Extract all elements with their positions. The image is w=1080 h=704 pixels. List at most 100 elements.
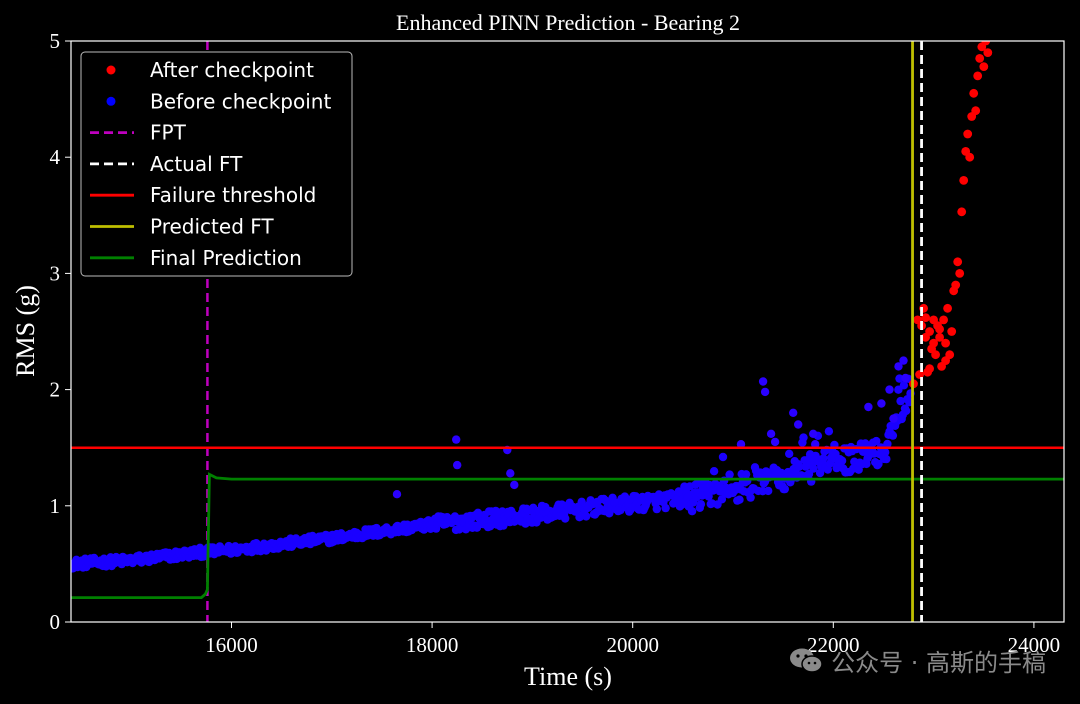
before-checkpoint-point xyxy=(901,406,911,416)
before-checkpoint-point xyxy=(789,408,798,417)
before-checkpoint-point xyxy=(815,468,825,478)
before-checkpoint-point xyxy=(687,507,697,516)
before-checkpoint-point xyxy=(766,429,776,438)
chart-title: Enhanced PINN Prediction - Bearing 2 xyxy=(396,10,740,35)
legend-label: Predicted FT xyxy=(150,215,274,239)
after-checkpoint-point xyxy=(981,41,991,46)
after-checkpoint-point xyxy=(947,327,957,336)
watermark: 公众号 · 高斯的手稿 xyxy=(789,643,1046,678)
after-checkpoint-point xyxy=(983,48,993,57)
legend-marker xyxy=(106,65,116,75)
before-checkpoint-point xyxy=(819,454,828,463)
after-checkpoint-point xyxy=(965,152,975,162)
before-checkpoint-point xyxy=(709,467,719,476)
legend-label: Before checkpoint xyxy=(150,89,331,113)
before-checkpoint-point xyxy=(837,456,847,465)
before-checkpoint-point xyxy=(801,462,810,471)
x-tick-label: 22000 xyxy=(807,633,860,657)
x-tick-label: 24000 xyxy=(1008,633,1061,657)
legend-label: FPT xyxy=(150,121,187,145)
before-checkpoint-point xyxy=(741,470,751,479)
y-axis-ticks: 0 1 2 3 4 5 xyxy=(50,29,71,634)
x-axis-label: Time (s) xyxy=(524,662,612,691)
watermark-text: 公众号 · 高斯的手稿 xyxy=(831,649,1046,677)
after-checkpoint-point xyxy=(943,303,952,313)
y-tick-label: 4 xyxy=(50,145,61,169)
after-checkpoint-point xyxy=(925,364,934,374)
after-checkpoint-point xyxy=(973,71,983,81)
before-checkpoint-point xyxy=(888,431,898,440)
after-checkpoint-point xyxy=(957,207,967,217)
after-checkpoint-point xyxy=(969,88,979,98)
before-checkpoint-point xyxy=(780,484,789,494)
before-checkpoint-point xyxy=(661,503,670,513)
before-checkpoint-series xyxy=(71,356,915,573)
before-checkpoint-point xyxy=(883,439,892,449)
before-checkpoint-point xyxy=(561,514,570,523)
legend-label: Failure threshold xyxy=(150,183,316,207)
wechat-icon xyxy=(790,648,823,673)
x-tick-label: 20000 xyxy=(606,633,659,657)
after-checkpoint-point xyxy=(915,370,924,379)
before-checkpoint-point xyxy=(874,459,883,469)
after-checkpoint-point xyxy=(955,269,965,278)
final-prediction-line xyxy=(71,472,1064,599)
before-checkpoint-point xyxy=(486,522,495,531)
after-checkpoint-point xyxy=(935,324,944,334)
before-checkpoint-point xyxy=(746,493,755,502)
after-checkpoint-point xyxy=(959,176,969,185)
before-checkpoint-point xyxy=(582,512,591,521)
before-checkpoint-point xyxy=(453,460,462,470)
y-tick-label: 1 xyxy=(50,494,61,518)
after-checkpoint-point xyxy=(951,280,961,290)
before-checkpoint-point xyxy=(882,454,891,464)
after-checkpoint-point xyxy=(963,129,973,139)
before-checkpoint-point xyxy=(794,462,804,471)
after-checkpoint-point xyxy=(935,332,944,342)
before-checkpoint-point xyxy=(452,435,461,444)
before-checkpoint-point xyxy=(777,468,786,478)
y-tick-label: 2 xyxy=(50,378,61,402)
after-checkpoint-point xyxy=(975,54,985,63)
before-checkpoint-point xyxy=(693,479,702,488)
after-checkpoint-point xyxy=(971,106,981,116)
before-checkpoint-point xyxy=(811,440,820,449)
x-tick-label: 18000 xyxy=(406,633,459,657)
before-checkpoint-point xyxy=(894,362,903,371)
before-checkpoint-point xyxy=(764,486,773,496)
before-checkpoint-point xyxy=(881,448,890,457)
before-checkpoint-point xyxy=(506,469,515,478)
before-checkpoint-point xyxy=(809,464,818,473)
before-checkpoint-point xyxy=(889,414,898,423)
before-checkpoint-point xyxy=(735,495,744,504)
before-checkpoint-point xyxy=(872,436,881,446)
before-checkpoint-point xyxy=(864,402,873,412)
y-tick-label: 5 xyxy=(50,29,61,53)
before-checkpoint-point xyxy=(799,433,808,442)
before-checkpoint-point xyxy=(899,356,908,365)
after-checkpoint-point xyxy=(931,350,940,360)
before-checkpoint-point xyxy=(758,377,768,386)
legend-label: Final Prediction xyxy=(150,246,302,270)
after-checkpoint-point xyxy=(979,62,989,71)
before-checkpoint-point xyxy=(770,437,780,447)
overlay-lines xyxy=(71,41,1064,622)
before-checkpoint-point xyxy=(809,429,818,438)
legend-box xyxy=(80,51,353,277)
after-checkpoint-point xyxy=(929,338,938,348)
before-checkpoint-point xyxy=(392,490,402,499)
x-tick-label: 16000 xyxy=(205,633,258,657)
before-checkpoint-point xyxy=(704,492,713,501)
before-checkpoint-point xyxy=(896,396,905,406)
after-checkpoint-point xyxy=(925,327,934,336)
x-axis-ticks: 16000 18000 20000 22000 24000 xyxy=(205,622,1060,657)
y-axis-label: RMS (g) xyxy=(11,285,40,377)
before-checkpoint-point xyxy=(885,385,894,394)
before-checkpoint-point xyxy=(736,440,746,449)
before-checkpoint-point xyxy=(794,420,803,429)
legend-marker xyxy=(106,96,116,106)
before-checkpoint-point xyxy=(577,497,586,506)
plot-frame xyxy=(70,40,1065,623)
after-checkpoint-point xyxy=(941,356,950,365)
